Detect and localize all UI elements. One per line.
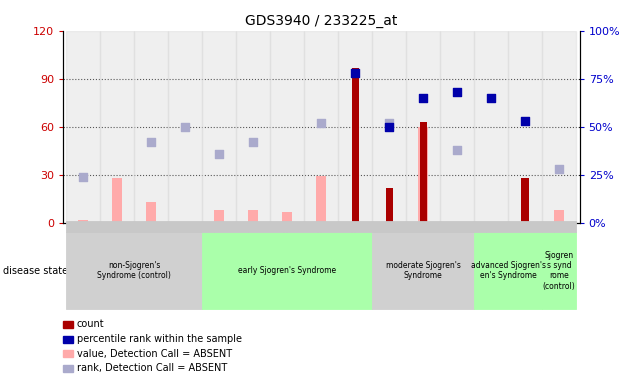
Point — [146, 139, 156, 145]
Bar — [100, 31, 134, 223]
Bar — [236, 31, 270, 223]
Point — [316, 120, 326, 126]
Bar — [316, 176, 326, 223]
Text: disease state  ▶: disease state ▶ — [3, 266, 82, 276]
Bar — [352, 68, 359, 223]
Bar — [202, 31, 236, 223]
Point — [180, 124, 190, 130]
Bar — [372, 31, 406, 223]
Bar — [146, 202, 156, 223]
Bar — [304, 31, 338, 223]
Point — [248, 139, 258, 145]
Text: rank, Detection Call = ABSENT: rank, Detection Call = ABSENT — [77, 363, 227, 373]
Bar — [440, 31, 474, 223]
Bar — [168, 31, 202, 223]
Point — [78, 174, 88, 180]
Point — [452, 147, 462, 153]
Text: value, Detection Call = ABSENT: value, Detection Call = ABSENT — [77, 349, 232, 359]
Bar — [522, 178, 529, 223]
Bar — [270, 31, 304, 223]
Point — [486, 95, 496, 101]
Bar — [420, 122, 427, 223]
Bar — [508, 31, 542, 223]
Bar — [78, 220, 88, 223]
Point — [384, 120, 394, 126]
Point — [452, 89, 462, 95]
Text: early Sjogren's Syndrome: early Sjogren's Syndrome — [238, 266, 336, 275]
Text: Sjogren
s synd
rome
(control): Sjogren s synd rome (control) — [543, 251, 576, 291]
Point — [418, 95, 428, 101]
Point — [350, 70, 360, 76]
Bar — [134, 31, 168, 223]
Text: moderate Sjogren's
Syndrome: moderate Sjogren's Syndrome — [386, 261, 461, 280]
Point — [520, 118, 530, 124]
Bar — [554, 210, 564, 223]
Point — [384, 124, 394, 130]
Bar — [66, 31, 100, 223]
Point — [214, 151, 224, 157]
Text: count: count — [77, 319, 105, 329]
Text: percentile rank within the sample: percentile rank within the sample — [77, 334, 242, 344]
Point — [554, 166, 564, 172]
Bar — [338, 31, 372, 223]
Text: non-Sjogren's
Syndrome (control): non-Sjogren's Syndrome (control) — [98, 261, 171, 280]
Bar — [406, 31, 440, 223]
Bar — [542, 31, 576, 223]
Bar — [282, 212, 292, 223]
Title: GDS3940 / 233225_at: GDS3940 / 233225_at — [245, 14, 398, 28]
Bar — [248, 210, 258, 223]
Bar — [474, 31, 508, 223]
Bar — [112, 178, 122, 223]
Text: advanced Sjogren's
en's Syndrome: advanced Sjogren's en's Syndrome — [471, 261, 546, 280]
Bar — [214, 210, 224, 223]
Bar — [418, 127, 428, 223]
Bar — [386, 187, 393, 223]
